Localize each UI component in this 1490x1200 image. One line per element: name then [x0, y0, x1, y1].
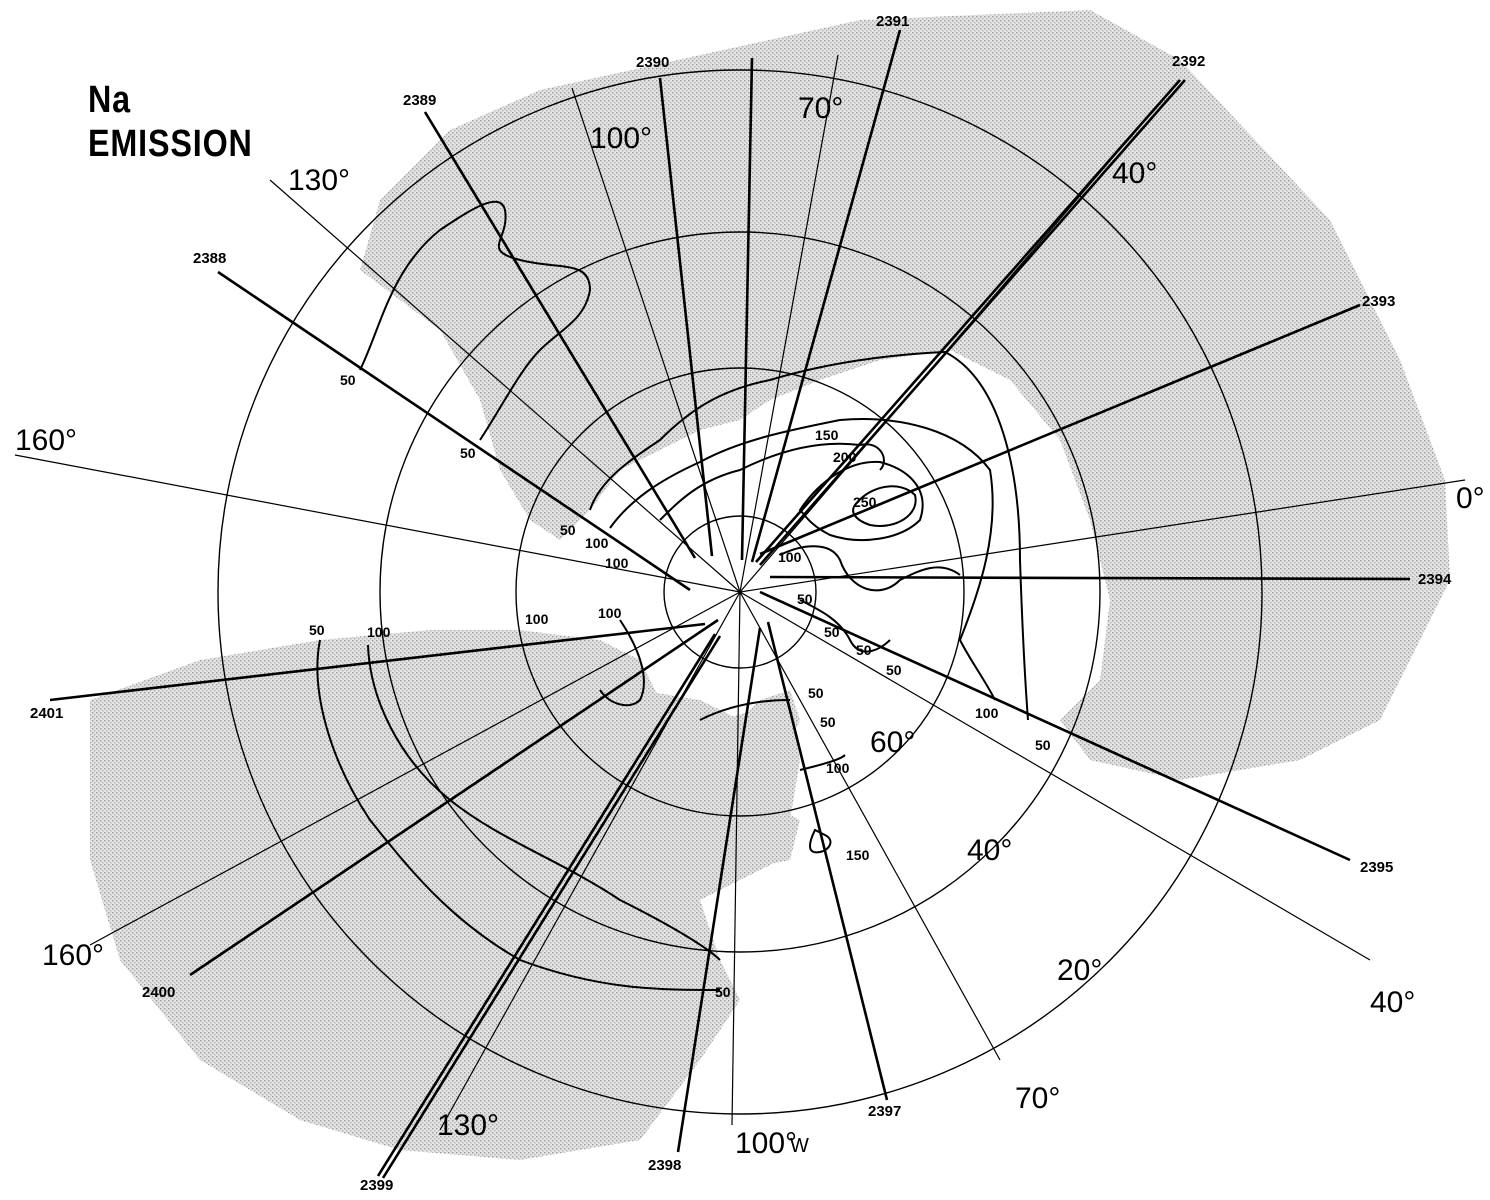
emission-contours — [316, 200, 1029, 991]
orbit-track-2395 — [759, 590, 1351, 862]
orbit-track-2401 — [49, 622, 706, 702]
longitude-label-0: 0° — [1456, 482, 1485, 515]
contour-label: 50 — [820, 714, 836, 730]
contour-100-center — [779, 545, 961, 592]
orbit-track-2390b — [740, 57, 754, 561]
contour-labels: 50 50 50 100 100 150 200 250 100 50 50 5… — [309, 372, 1051, 1000]
orbit-track-2399 — [381, 635, 722, 1179]
orbit-track-2392 — [759, 79, 1186, 566]
contour-50-upper-left — [359, 200, 592, 441]
orbit-label-2398: 2398 — [648, 1157, 681, 1174]
orbit-track-2397 — [766, 621, 889, 1101]
contour-label: 50 — [715, 984, 731, 1000]
contour-50-left-big — [316, 639, 721, 991]
contour-label: 50 — [856, 642, 872, 658]
longitude-label-100w: 100° — [735, 1127, 797, 1160]
shaded-region-upper-right — [360, 10, 1450, 780]
orbit-track-2394 — [769, 575, 1411, 581]
contour-label: 50 — [309, 622, 325, 638]
contour-label: 50 — [797, 591, 813, 607]
orbit-track-2400 — [189, 618, 719, 977]
latitude-circles — [217, 69, 1263, 1115]
contour-label: 100 — [585, 535, 609, 551]
contour-50-inner-upper — [589, 350, 1029, 721]
longitude-labels: 0° 40° 70° 100° 130° 160° 160° 130° 100°… — [15, 92, 1485, 1160]
orbit-track-2391 — [750, 29, 902, 563]
longitude-label-160-upper: 160° — [15, 424, 77, 457]
orbit-label-2401: 2401 — [30, 705, 63, 722]
orbit-label-2395: 2395 — [1360, 859, 1393, 876]
latitude-circle-40 — [379, 231, 1101, 953]
orbit-label-2392: 2392 — [1172, 53, 1205, 70]
map-title: Na EMISSION — [88, 78, 253, 166]
contour-label: 50 — [1035, 737, 1051, 753]
contour-200 — [798, 460, 924, 541]
contour-label: 150 — [846, 847, 870, 863]
longitude-label-70-upper: 70° — [798, 92, 843, 125]
contour-label: 50 — [460, 445, 476, 461]
longitude-label-130-upper: 130° — [288, 164, 350, 197]
latitude-circle-20 — [217, 69, 1263, 1115]
contour-label: 50 — [808, 685, 824, 701]
orbit-label-2394: 2394 — [1418, 571, 1452, 588]
orbit-label-2391: 2391 — [876, 13, 909, 30]
orbit-label-2393: 2393 — [1362, 293, 1395, 310]
contour-50-lower — [699, 699, 791, 721]
contour-label: 100 — [598, 605, 622, 621]
longitude-label-40-upper: 40° — [1112, 157, 1157, 190]
orbit-label-2388: 2388 — [193, 250, 226, 267]
title-line-emission: EMISSION — [88, 123, 253, 165]
contour-100-upper — [609, 418, 996, 701]
orbit-track-2388 — [217, 270, 691, 592]
orbit-label-2390: 2390 — [636, 54, 669, 71]
orbit-label-2400: 2400 — [142, 984, 175, 1001]
contour-label: 50 — [560, 522, 576, 538]
orbit-tracks — [49, 29, 1411, 1179]
latitude-label-20: 20° — [1057, 954, 1102, 987]
contour-label: 200 — [833, 449, 857, 465]
meridian-lines — [14, 54, 1466, 1131]
contour-label: 100 — [367, 624, 391, 640]
orbit-labels: 2388 2389 2390 2391 2392 2393 2394 2395 … — [30, 13, 1452, 1194]
contour-label: 100 — [525, 611, 549, 627]
latitude-label-60: 60° — [870, 726, 915, 759]
latitude-circle-60 — [515, 367, 965, 817]
longitude-label-40-lower: 40° — [1370, 986, 1415, 1019]
orbit-track-2398 — [676, 627, 762, 1153]
contour-label: 100 — [778, 549, 802, 565]
contour-250 — [852, 485, 917, 527]
contour-100-left-big — [367, 644, 721, 961]
longitude-label-160-lower: 160° — [42, 939, 104, 972]
contour-label: 100 — [605, 555, 629, 571]
contour-label: 250 — [853, 494, 877, 510]
contour-100-lower — [799, 754, 846, 771]
contour-50-center — [799, 599, 891, 653]
longitude-label-100-upper: 100° — [590, 122, 652, 155]
orbit-track-2390 — [658, 77, 714, 557]
orbit-track-2393 — [759, 303, 1361, 556]
longitude-label-130-lower: 130° — [437, 1109, 499, 1142]
contour-label: 50 — [824, 624, 840, 640]
orbit-track-2389 — [423, 111, 697, 559]
contour-150-lower — [809, 828, 832, 854]
orbit-track-2399b — [376, 633, 717, 1177]
contour-label: 150 — [815, 427, 839, 443]
latitude-label-40: 40° — [967, 834, 1012, 867]
latitude-labels: 60° 40° 20° — [870, 726, 1102, 987]
contour-label: 100 — [826, 760, 850, 776]
title-line-na: Na — [88, 79, 131, 121]
orbit-label-2389: 2389 — [403, 92, 436, 109]
longitude-label-70-lower: 70° — [1015, 1082, 1060, 1115]
contour-label: 50 — [340, 372, 356, 388]
latitude-circle-80 — [663, 515, 817, 669]
contour-150-upper — [659, 442, 885, 521]
orbit-label-2397: 2397 — [868, 1103, 901, 1120]
orbit-label-2399: 2399 — [360, 1177, 393, 1194]
longitude-label-100w-suffix: W — [790, 1135, 809, 1157]
contour-label: 50 — [886, 662, 902, 678]
contour-100-inner-left — [599, 619, 645, 707]
shaded-region-lower-left — [90, 630, 800, 1160]
contour-label: 100 — [975, 705, 999, 721]
